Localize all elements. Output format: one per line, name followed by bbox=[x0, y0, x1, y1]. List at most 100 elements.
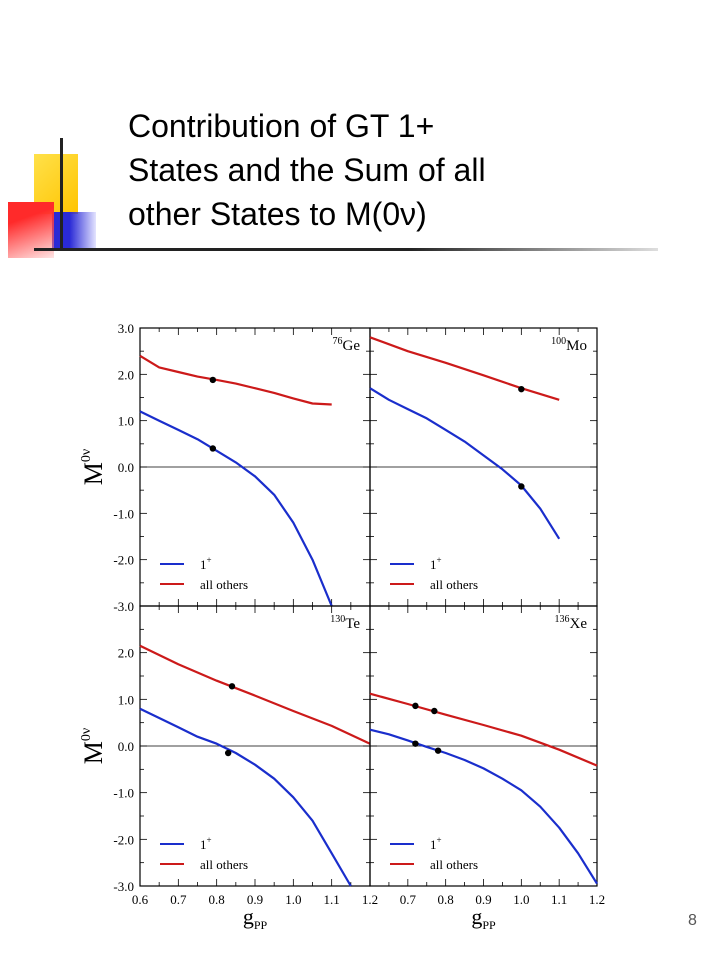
y-tick-label: -2.0 bbox=[113, 832, 134, 847]
legend-text: 1 bbox=[200, 557, 207, 572]
x-tick-label: 1.1 bbox=[551, 892, 567, 907]
y-axis-label-sup: 0ν bbox=[79, 728, 94, 741]
x-axis-label-base: g bbox=[243, 904, 254, 929]
legend-superscript: + bbox=[207, 835, 212, 845]
y-tick-label: -1.0 bbox=[113, 506, 134, 521]
title-line-2: States and the Sum of all bbox=[128, 152, 486, 188]
x-axis-label-base: g bbox=[471, 904, 482, 929]
isotope-label: 136Xe bbox=[555, 614, 588, 632]
y-tick-label: 0.0 bbox=[118, 460, 134, 475]
data-point-marker bbox=[228, 683, 236, 690]
legend-superscript: + bbox=[437, 835, 442, 845]
legend: 1+ all others bbox=[160, 555, 248, 592]
isotope-mass: 130 bbox=[330, 614, 345, 625]
legend-superscript: + bbox=[207, 555, 212, 565]
data-point-marker bbox=[412, 740, 419, 747]
isotope-label: 130Te bbox=[330, 614, 360, 632]
legend: 1+ all others bbox=[160, 835, 248, 872]
data-point-marker bbox=[431, 707, 438, 715]
x-tick-label: 1.2 bbox=[589, 892, 605, 907]
x-tick-label: 0.7 bbox=[170, 892, 187, 907]
data-point-marker bbox=[434, 747, 442, 754]
y-tick-label: -3.0 bbox=[113, 879, 134, 894]
data-point-marker bbox=[518, 385, 525, 393]
x-tick-label: 0.8 bbox=[438, 892, 454, 907]
y-tick-label: 2.0 bbox=[118, 646, 134, 661]
panel-76ge: 76Ge 1+ all others 3.0 2.0 1.0 0.0 -1.0 -2.0 -3.0… bbox=[79, 321, 371, 614]
series-line-all-others bbox=[139, 644, 371, 745]
isotope-mass: 100 bbox=[551, 336, 566, 347]
series-line-gt-1plus bbox=[369, 387, 561, 540]
x-tick-label: 0.9 bbox=[475, 892, 491, 907]
legend-label-gt: 1+ bbox=[430, 555, 442, 572]
series-line-gt-1plus bbox=[139, 707, 352, 887]
page-number: 8 bbox=[688, 912, 697, 929]
series-line-all-others bbox=[369, 692, 598, 767]
x-tick-label: 1.0 bbox=[285, 892, 301, 907]
series-line-gt-1plus bbox=[139, 410, 333, 607]
x-tick-label: 0.8 bbox=[209, 892, 225, 907]
x-axis-label: gPP bbox=[243, 904, 268, 932]
legend-label-others: all others bbox=[430, 577, 478, 592]
isotope-symbol: Xe bbox=[570, 616, 588, 632]
y-axis-label-sup: 0ν bbox=[79, 449, 94, 462]
legend-label-others: all others bbox=[430, 857, 478, 872]
data-point-marker bbox=[518, 483, 525, 490]
isotope-label: 76Ge bbox=[333, 336, 361, 354]
isotope-label: 100Mo bbox=[551, 336, 587, 354]
deco-blue-square bbox=[52, 212, 96, 248]
deco-horizontal-rule bbox=[34, 248, 658, 251]
isotope-symbol: Mo bbox=[566, 338, 587, 354]
x-axis-label: gPP bbox=[471, 904, 496, 932]
data-point-marker bbox=[209, 445, 217, 452]
x-axis-label-sub: PP bbox=[482, 918, 496, 932]
legend: 1+ all others bbox=[390, 835, 478, 872]
slide-title: Contribution of GT 1+ States and the Sum… bbox=[128, 104, 688, 236]
isotope-mass: 136 bbox=[555, 614, 570, 625]
y-axis-label: M0ν bbox=[79, 449, 108, 485]
legend-text: 1 bbox=[200, 837, 207, 852]
y-tick-label: 1.0 bbox=[118, 692, 134, 707]
legend-label-gt: 1+ bbox=[200, 555, 212, 572]
series-line-gt-1plus bbox=[369, 728, 598, 885]
y-axis-label-base: M bbox=[79, 462, 108, 485]
isotope-mass: 76 bbox=[333, 336, 343, 347]
legend-label-gt: 1+ bbox=[200, 835, 212, 852]
x-tick-label: 0.6 bbox=[132, 892, 149, 907]
x-tick-label: 0.7 bbox=[400, 892, 417, 907]
isotope-symbol: Ge bbox=[343, 338, 361, 354]
x-tick-label: 1.1 bbox=[324, 892, 340, 907]
x-tick-label: 1.2 bbox=[362, 892, 378, 907]
x-tick-label: 1.0 bbox=[513, 892, 529, 907]
series-line-all-others bbox=[139, 354, 332, 406]
legend-label-others: all others bbox=[200, 857, 248, 872]
data-point-marker bbox=[224, 749, 232, 757]
y-tick-label: 3.0 bbox=[118, 321, 134, 336]
y-axis-label: M0ν bbox=[79, 728, 108, 764]
title-line-3: other States to M(0ν) bbox=[128, 196, 427, 232]
legend-label-gt: 1+ bbox=[430, 835, 442, 852]
legend-text: 1 bbox=[430, 557, 437, 572]
legend-superscript: + bbox=[437, 555, 442, 565]
data-point-marker bbox=[412, 702, 419, 710]
y-tick-label: -3.0 bbox=[113, 599, 134, 614]
deco-vertical-rule bbox=[60, 138, 63, 250]
legend-label-others: all others bbox=[200, 577, 248, 592]
y-tick-label: 1.0 bbox=[118, 414, 134, 429]
y-tick-label: -1.0 bbox=[113, 786, 134, 801]
y-tick-label: -2.0 bbox=[113, 553, 134, 568]
y-axis-label-base: M bbox=[79, 741, 108, 764]
x-tick-label: 0.9 bbox=[247, 892, 263, 907]
legend-text: 1 bbox=[430, 837, 437, 852]
legend: 1+ all others bbox=[390, 555, 478, 592]
isotope-symbol: Te bbox=[345, 616, 360, 632]
x-axis-label-sub: PP bbox=[254, 918, 268, 932]
panel-136xe: 136Xe 1+ all others 1.2 0.7 0.8 0.9 1.0 1.1 1.2 gP… bbox=[362, 605, 605, 932]
data-point-marker bbox=[209, 376, 217, 384]
y-tick-label: 2.0 bbox=[118, 367, 134, 382]
panel-100mo: 100Mo 1+ all others bbox=[369, 327, 598, 607]
title-line-1: Contribution of GT 1+ bbox=[128, 108, 435, 144]
y-tick-label: 0.0 bbox=[118, 739, 134, 754]
